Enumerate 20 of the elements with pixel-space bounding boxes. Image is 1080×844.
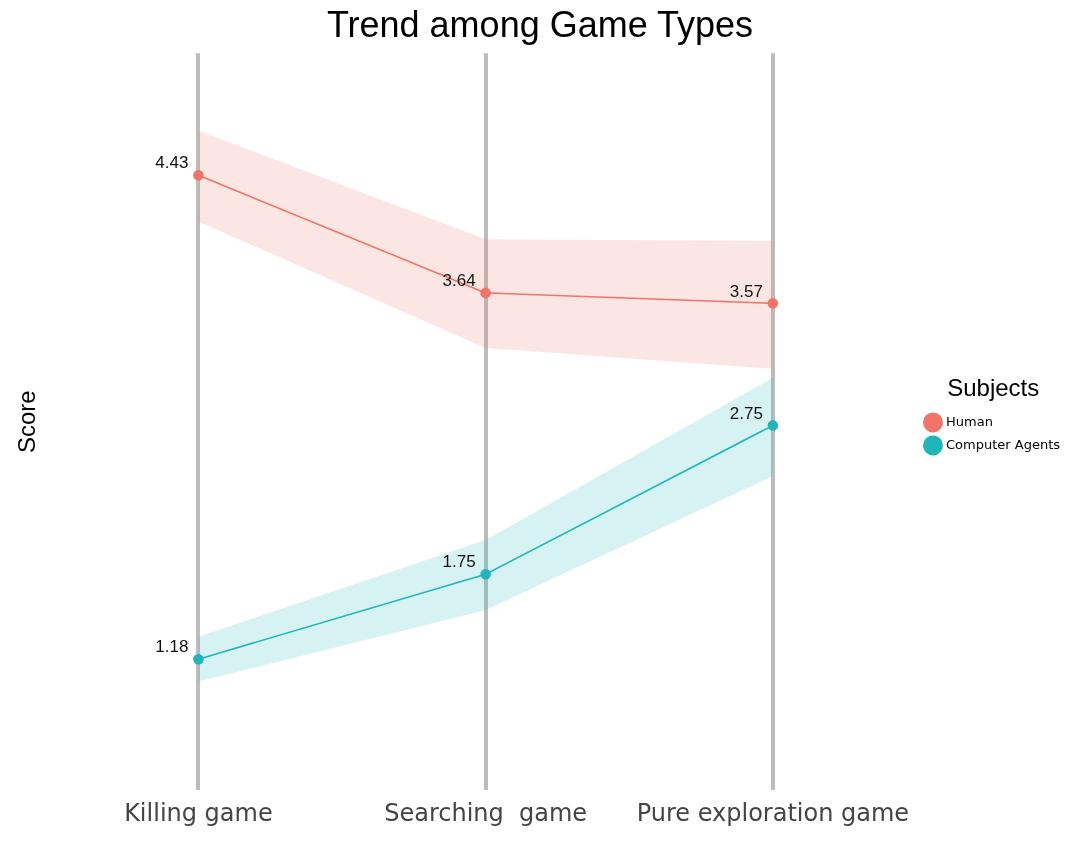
data-label: 3.64 xyxy=(442,271,476,291)
data-label: 3.57 xyxy=(729,281,763,301)
x-tick-label: Killing game xyxy=(124,798,273,827)
point xyxy=(767,420,779,431)
y-axis-title: Score xyxy=(13,390,41,454)
legend-label: Computer Agents xyxy=(945,436,1061,452)
data-label: 2.75 xyxy=(729,403,763,423)
legend-label: Human xyxy=(945,413,993,429)
x-tick-label: Pure exploration game xyxy=(636,798,910,827)
point xyxy=(480,287,491,299)
point xyxy=(480,569,491,580)
x-tick-label: Searching game xyxy=(384,798,588,827)
chart-title: Trend among Game Types xyxy=(326,3,754,45)
point xyxy=(193,653,204,665)
data-label: 1.75 xyxy=(442,552,476,572)
legend-title: Subjects xyxy=(947,373,1040,401)
data-label: 1.18 xyxy=(155,637,189,657)
data-label: 4.43 xyxy=(155,153,189,173)
point xyxy=(767,298,779,309)
point xyxy=(193,169,204,181)
